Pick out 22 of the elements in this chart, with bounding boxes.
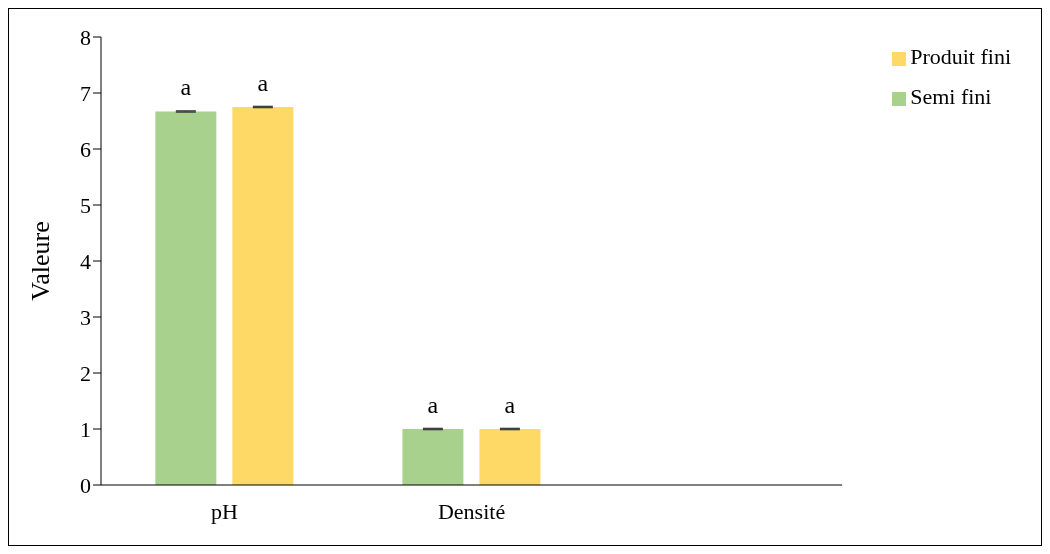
y-tick-label: 8 — [80, 24, 91, 50]
y-tick-label: 3 — [80, 304, 91, 330]
x-tick-label: Densité — [437, 498, 506, 524]
y-tick-label: 5 — [80, 192, 91, 218]
data-label: a — [257, 70, 269, 96]
bar — [232, 107, 294, 485]
data-label: a — [504, 392, 516, 418]
y-tick-label: 7 — [80, 80, 91, 106]
bar — [479, 429, 541, 485]
bar — [155, 111, 217, 485]
x-tick-label: pH — [211, 498, 239, 524]
y-tick-label: 1 — [80, 416, 91, 442]
y-axis-title: Valeure — [26, 221, 56, 301]
bar — [402, 429, 464, 485]
y-tick-label: 4 — [80, 248, 91, 274]
legend-label: Semi fini — [910, 84, 992, 109]
data-label: a — [180, 74, 192, 101]
data-label: a — [427, 392, 439, 418]
y-tick-label: 0 — [80, 472, 91, 498]
y-tick-label: 6 — [80, 136, 91, 162]
legend-label: Produit fini — [910, 44, 1011, 69]
y-tick-label: 2 — [80, 360, 91, 386]
